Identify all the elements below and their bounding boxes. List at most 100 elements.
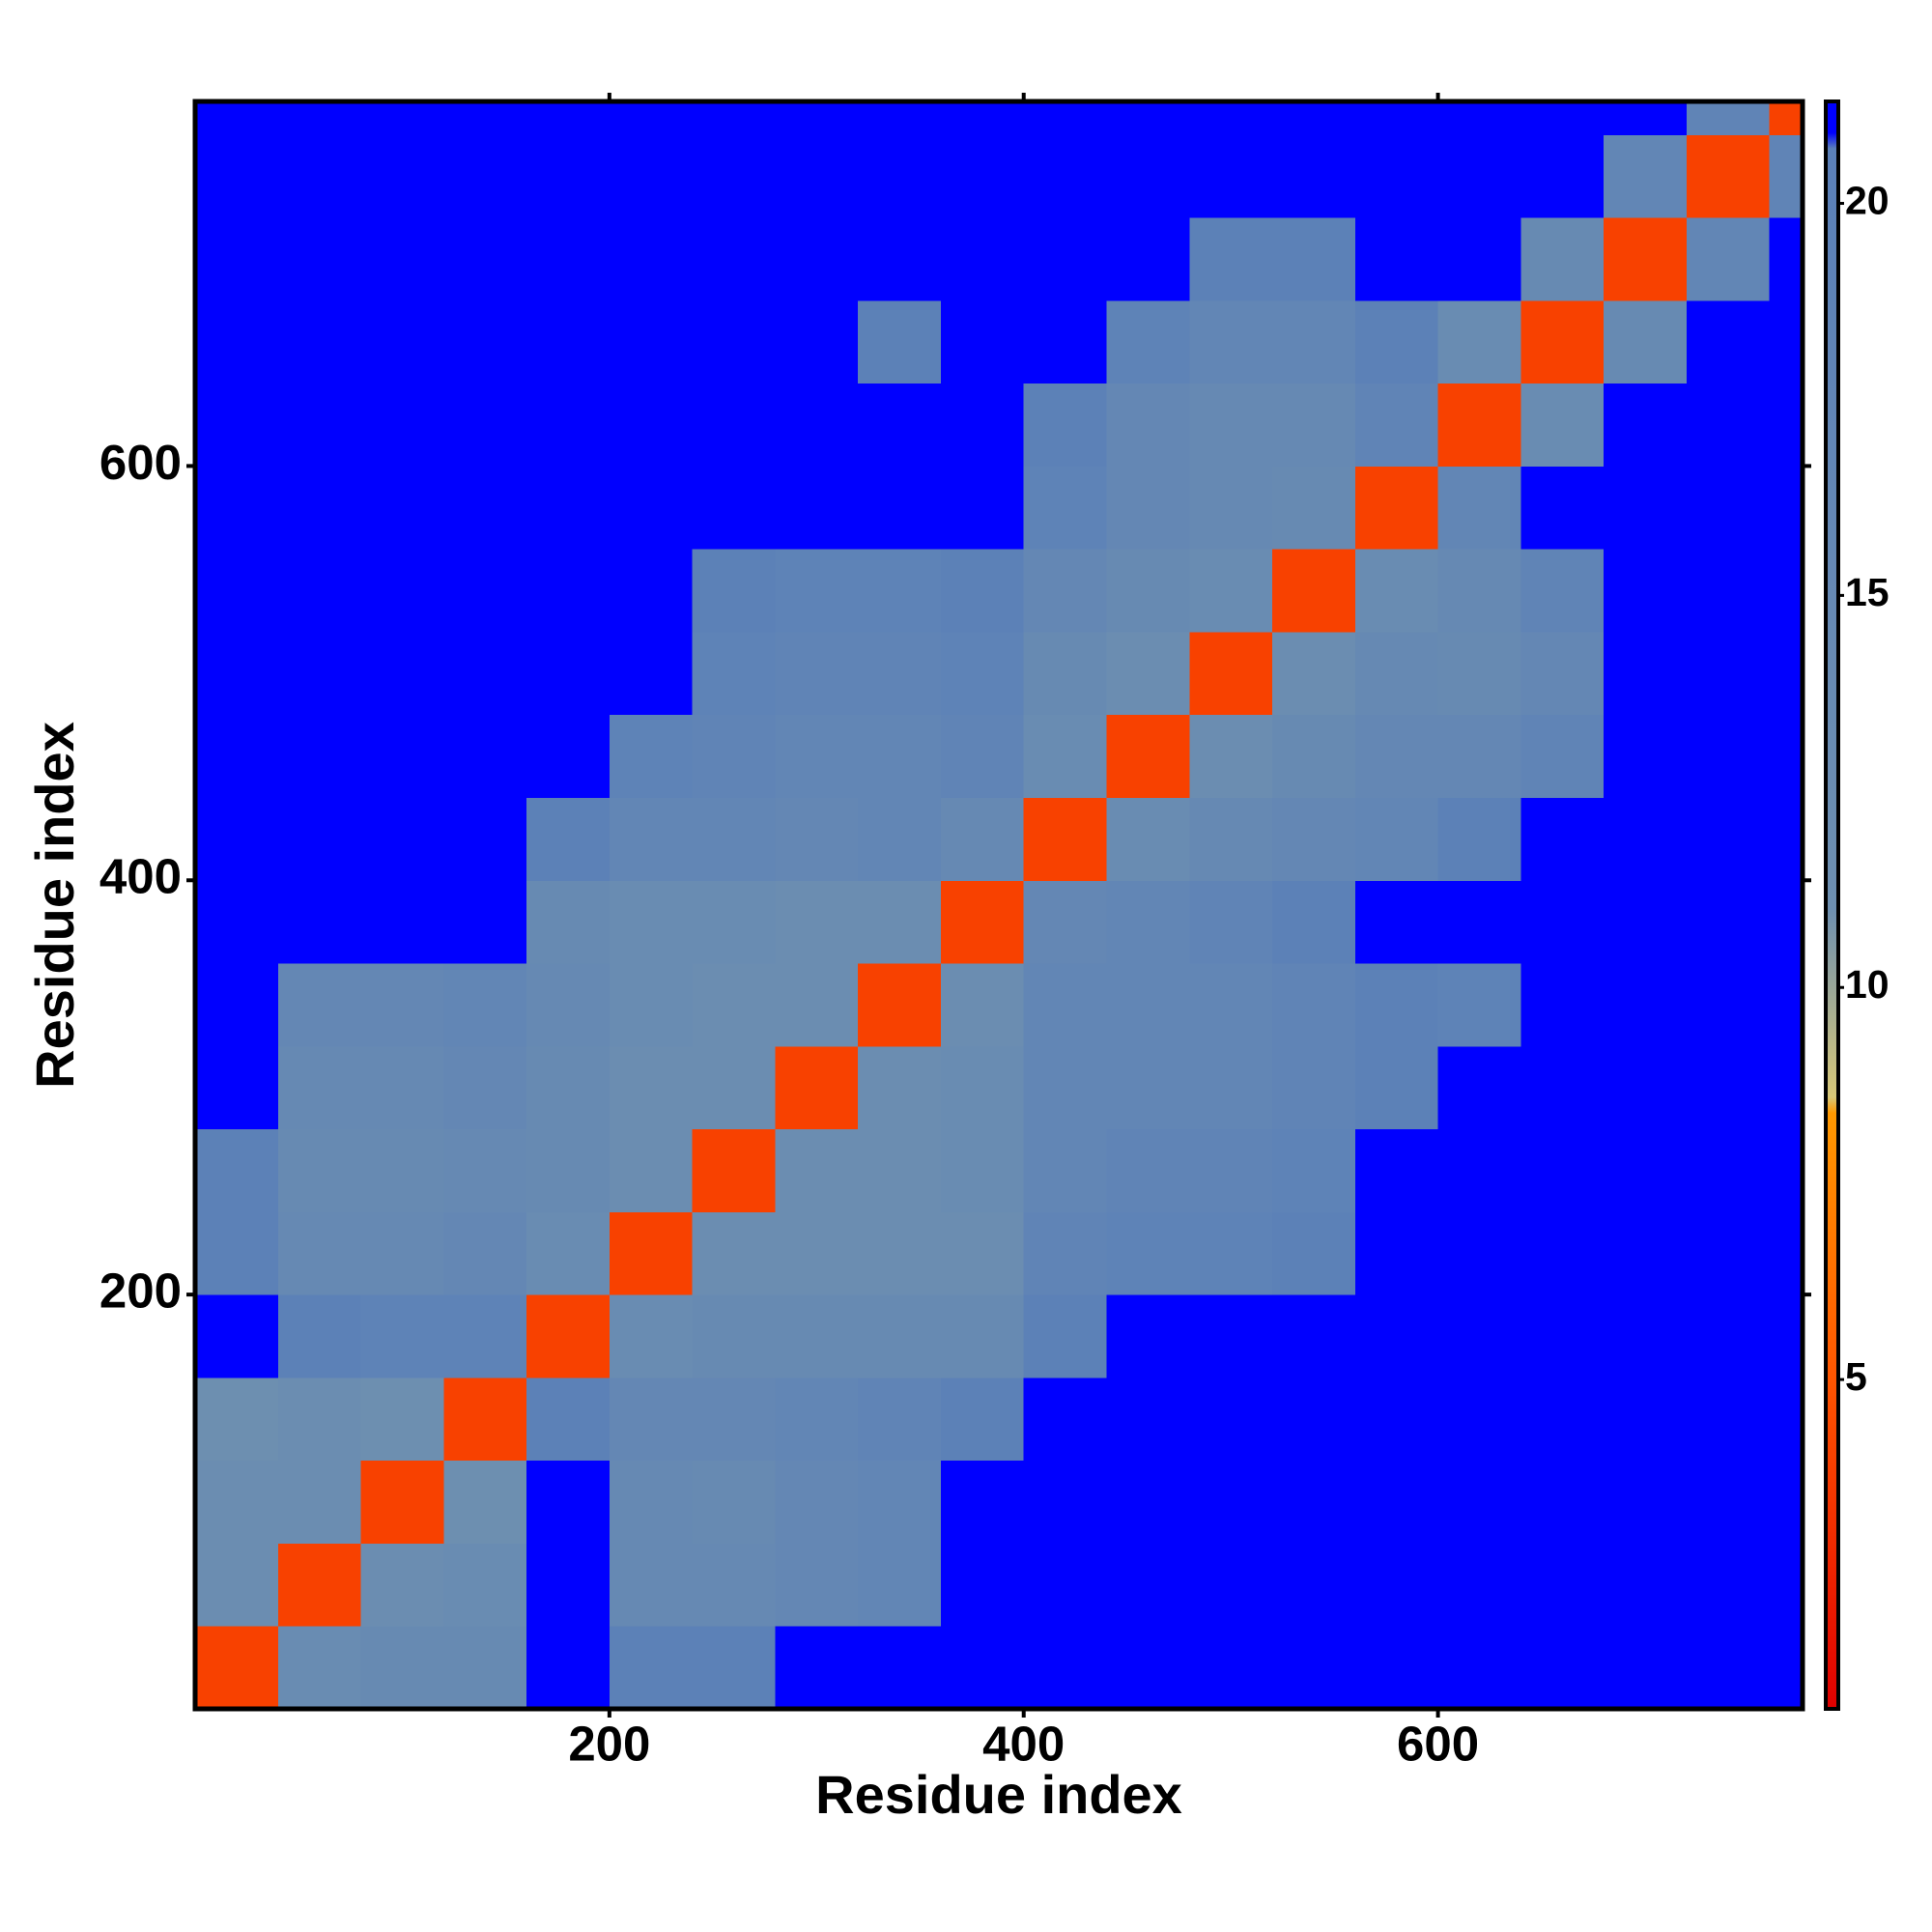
heatmap-cell bbox=[277, 466, 362, 550]
heatmap-cell bbox=[1106, 1543, 1190, 1627]
heatmap-cell bbox=[858, 631, 942, 716]
y-axis-label: Residue index bbox=[24, 722, 85, 1089]
heatmap-cell bbox=[1354, 880, 1439, 964]
heatmap-cell bbox=[1354, 101, 1439, 135]
heatmap-cell bbox=[1023, 549, 1108, 633]
heatmap-cell bbox=[526, 1543, 611, 1627]
heatmap-cell bbox=[1520, 1045, 1605, 1130]
heatmap-cell bbox=[195, 797, 279, 881]
heatmap-cell bbox=[1686, 1377, 1771, 1462]
colorbar-tick-label: 20 bbox=[1845, 178, 1889, 222]
heatmap-cell bbox=[195, 1211, 279, 1295]
heatmap-cell bbox=[1437, 963, 1521, 1047]
heatmap-cell bbox=[443, 963, 527, 1047]
heatmap-cell bbox=[526, 1045, 611, 1130]
heatmap-cell bbox=[940, 1377, 1025, 1462]
heatmap-cell bbox=[277, 963, 362, 1047]
heatmap-cell bbox=[609, 1294, 694, 1378]
heatmap-cell bbox=[1686, 1128, 1771, 1212]
heatmap-cell bbox=[277, 1377, 362, 1462]
heatmap-cell bbox=[1272, 714, 1356, 798]
heatmap-cell bbox=[1769, 1294, 1804, 1378]
heatmap-cell bbox=[1354, 1626, 1439, 1710]
heatmap-cell bbox=[692, 134, 776, 218]
heatmap-cell bbox=[940, 631, 1025, 716]
heatmap-cell bbox=[443, 880, 527, 964]
heatmap-cell bbox=[775, 1211, 859, 1295]
heatmap-cell bbox=[1520, 1626, 1605, 1710]
heatmap-cell bbox=[858, 880, 942, 964]
heatmap-cell bbox=[526, 797, 611, 881]
heatmap-cell bbox=[775, 963, 859, 1047]
heatmap-cell bbox=[1437, 549, 1521, 633]
heatmap-cell bbox=[1272, 217, 1356, 301]
heatmap-cell bbox=[940, 1543, 1025, 1627]
heatmap-cell bbox=[360, 134, 444, 218]
heatmap-cell bbox=[1106, 797, 1190, 881]
x-axis-label: Residue index bbox=[815, 1764, 1182, 1825]
heatmap-cell bbox=[1023, 1460, 1108, 1544]
heatmap-cell bbox=[1189, 631, 1273, 716]
heatmap-cell bbox=[1023, 383, 1108, 467]
heatmap-cell bbox=[858, 1460, 942, 1544]
heatmap-cell bbox=[1189, 299, 1273, 384]
heatmap-cell bbox=[940, 880, 1025, 964]
heatmap-cell bbox=[1023, 466, 1108, 550]
heatmap-cell bbox=[692, 1211, 776, 1295]
heatmap-cell bbox=[1604, 1626, 1688, 1710]
heatmap-cell bbox=[277, 1543, 362, 1627]
heatmap-cell bbox=[277, 1045, 362, 1130]
heatmap-cell bbox=[775, 1294, 859, 1378]
heatmap-cell bbox=[1354, 383, 1439, 467]
heatmap-cell bbox=[775, 383, 859, 467]
heatmap-cell bbox=[1769, 549, 1804, 633]
heatmap-cell bbox=[360, 1128, 444, 1212]
heatmap-cell bbox=[1437, 880, 1521, 964]
heatmap-cell bbox=[1189, 714, 1273, 798]
heatmap-cell bbox=[1520, 1460, 1605, 1544]
heatmap-cell bbox=[775, 1543, 859, 1627]
heatmap-cell bbox=[1769, 383, 1804, 467]
heatmap-cell bbox=[1354, 963, 1439, 1047]
heatmap-cell bbox=[195, 101, 279, 135]
colorbar-tick-label: 15 bbox=[1845, 570, 1889, 614]
heatmap-cell bbox=[1354, 1211, 1439, 1295]
heatmap-cell bbox=[360, 1377, 444, 1462]
heatmap-cell bbox=[443, 1543, 527, 1627]
x-tick-label: 400 bbox=[982, 1716, 1065, 1771]
heatmap-cell bbox=[195, 1543, 279, 1627]
heatmap-cell bbox=[1604, 1211, 1688, 1295]
heatmap-cell bbox=[1437, 299, 1521, 384]
heatmap-cell bbox=[1023, 1211, 1108, 1295]
heatmap-cell bbox=[609, 299, 694, 384]
heatmap-cell bbox=[1023, 299, 1108, 384]
heatmap-cell bbox=[1686, 549, 1771, 633]
heatmap-cell bbox=[1686, 101, 1771, 135]
heatmap-cell bbox=[692, 1460, 776, 1544]
heatmap-cell bbox=[526, 1377, 611, 1462]
heatmap-cell bbox=[609, 1460, 694, 1544]
heatmap-cell bbox=[1189, 963, 1273, 1047]
heatmap-cell bbox=[1686, 1045, 1771, 1130]
heatmap-cell bbox=[1520, 549, 1605, 633]
heatmap-cell bbox=[443, 1128, 527, 1212]
heatmap-cell bbox=[1437, 1626, 1521, 1710]
heatmap-cell bbox=[775, 631, 859, 716]
heatmap-cell bbox=[692, 549, 776, 633]
heatmap-cell bbox=[195, 631, 279, 716]
heatmap-cell bbox=[1437, 1543, 1521, 1627]
heatmap-cell bbox=[1272, 134, 1356, 218]
x-tick-label: 200 bbox=[568, 1716, 650, 1771]
heatmap-cell bbox=[1437, 1294, 1521, 1378]
heatmap-cell bbox=[1023, 1294, 1108, 1378]
heatmap-cell bbox=[775, 217, 859, 301]
heatmap-cell bbox=[775, 134, 859, 218]
heatmap-cell bbox=[692, 1128, 776, 1212]
heatmap-cell bbox=[277, 383, 362, 467]
heatmap-cell bbox=[1686, 1460, 1771, 1544]
heatmap-cell bbox=[858, 466, 942, 550]
heatmap-cell bbox=[775, 101, 859, 135]
heatmap-cell bbox=[940, 549, 1025, 633]
heatmap-cell bbox=[1106, 1460, 1190, 1544]
heatmap-cell bbox=[1106, 714, 1190, 798]
